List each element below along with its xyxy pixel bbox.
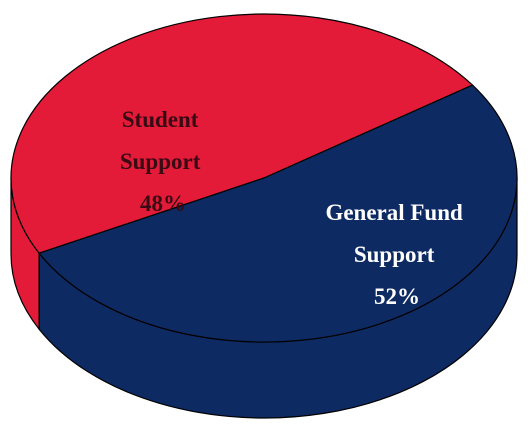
slice-general-fund-support [38, 84, 518, 343]
slice-student-support [10, 13, 474, 254]
student-support-label-line1: Student [122, 107, 199, 132]
general-fund-support-label: General Fund Support 52% [325, 200, 468, 309]
general-fund-support-percent: 52% [374, 284, 420, 309]
general-fund-support-label-line1: General Fund [325, 200, 463, 225]
student-support-label: Student Support 48% [120, 107, 206, 216]
student-support-percent: 48% [140, 191, 186, 216]
student-support-label-line2: Support [120, 149, 201, 174]
general-fund-support-label-line2: Support [354, 242, 435, 267]
